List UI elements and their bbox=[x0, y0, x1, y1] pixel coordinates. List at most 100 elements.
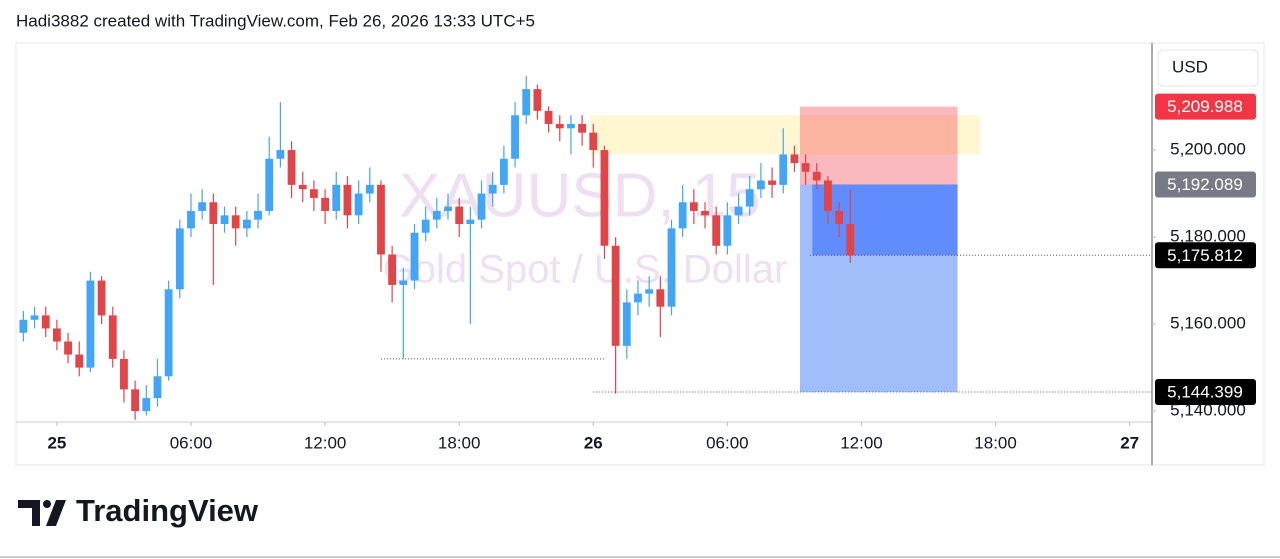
candle-body bbox=[287, 150, 296, 185]
candle-body bbox=[19, 319, 28, 333]
candle-body bbox=[444, 206, 452, 211]
price-badge bbox=[1155, 171, 1256, 198]
candle-body bbox=[30, 315, 39, 320]
candle-body bbox=[153, 376, 162, 399]
candle-body bbox=[522, 89, 531, 116]
price-badge-label: 5,192.089 bbox=[1167, 175, 1243, 194]
zone bbox=[812, 184, 958, 256]
candle-body bbox=[354, 193, 363, 216]
price-badges: 5,209.988 5,192.089 5,175.812 5,144.399 bbox=[1155, 93, 1256, 405]
logo-shape bbox=[46, 500, 66, 526]
x-tick-label: 18:00 bbox=[438, 433, 481, 452]
candle-body bbox=[466, 219, 475, 225]
zone bbox=[589, 115, 980, 155]
candle-body bbox=[242, 219, 251, 229]
zone bbox=[800, 106, 958, 185]
y-tick-label: 5,200.000 bbox=[1170, 140, 1246, 159]
axes: 5,140.000 5,160.000 5,180.000 5,200.000 25 06… bbox=[47, 140, 1245, 453]
price-badge bbox=[1155, 378, 1256, 405]
watermark-subtitle: Gold Spot / U.S. Dollar bbox=[383, 248, 788, 292]
candle-body bbox=[634, 293, 642, 303]
candle-body bbox=[622, 302, 631, 346]
candle-body bbox=[310, 189, 318, 198]
candle-body bbox=[734, 206, 743, 216]
candle-body bbox=[455, 206, 464, 225]
price-badge-label: 5,144.399 bbox=[1167, 382, 1243, 401]
candle-body bbox=[276, 150, 285, 159]
candle-body bbox=[544, 110, 553, 124]
candle-body bbox=[254, 210, 262, 220]
candle-body bbox=[399, 280, 408, 285]
logo-shape bbox=[18, 500, 40, 526]
y-tick-label: 5,180.000 bbox=[1170, 227, 1246, 246]
x-tick-label: 06:00 bbox=[706, 433, 749, 452]
candle-body bbox=[142, 398, 151, 412]
candle-body bbox=[388, 254, 397, 285]
candle-body bbox=[108, 315, 117, 359]
candle-body bbox=[779, 154, 788, 185]
candle-body bbox=[745, 189, 754, 207]
candle-body bbox=[511, 115, 519, 159]
candle-body bbox=[488, 184, 497, 194]
candle-body bbox=[645, 289, 654, 294]
candle-body bbox=[52, 328, 61, 342]
candle-body bbox=[298, 184, 307, 190]
candle-body bbox=[365, 184, 374, 194]
candle-body bbox=[656, 289, 665, 307]
price-badge bbox=[1155, 93, 1256, 120]
candle-body bbox=[555, 123, 564, 129]
candle-body bbox=[499, 158, 508, 185]
candle-body bbox=[689, 202, 698, 211]
candle-body bbox=[187, 210, 195, 229]
candle-body bbox=[321, 197, 329, 211]
candle-body bbox=[812, 171, 821, 181]
candle-body bbox=[432, 210, 441, 220]
currency-box[interactable] bbox=[1157, 49, 1259, 87]
candle-body bbox=[477, 193, 486, 220]
candle-body bbox=[75, 354, 84, 368]
candle-body bbox=[410, 232, 419, 281]
logo-shape bbox=[43, 500, 51, 508]
x-tick-label: 12:00 bbox=[840, 433, 883, 452]
candle-body bbox=[712, 215, 721, 246]
candle-body bbox=[265, 158, 274, 211]
candle-body bbox=[343, 184, 352, 216]
candle-body bbox=[198, 202, 207, 211]
x-tick-label: 27 bbox=[1120, 433, 1139, 452]
candle-body bbox=[41, 315, 50, 329]
candle-body bbox=[667, 228, 676, 307]
price-badge-label: 5,209.988 bbox=[1167, 97, 1243, 116]
candle-body bbox=[421, 219, 430, 233]
candle-body bbox=[600, 150, 609, 246]
candle-body bbox=[209, 202, 218, 225]
candle-body bbox=[131, 389, 140, 412]
candle-body bbox=[835, 210, 844, 225]
candle-body bbox=[824, 180, 832, 211]
candle-body bbox=[64, 341, 72, 355]
y-tick-label: 5,160.000 bbox=[1170, 314, 1246, 333]
x-tick-label: 12:00 bbox=[304, 433, 347, 452]
candle-body bbox=[678, 202, 687, 229]
candle-body bbox=[120, 358, 128, 390]
price-badge-label: 5,175.812 bbox=[1167, 246, 1243, 265]
candle-body bbox=[97, 280, 106, 316]
candle-body bbox=[846, 224, 855, 256]
candle-body bbox=[164, 289, 173, 377]
candle-body bbox=[611, 245, 620, 346]
candle-body bbox=[589, 132, 598, 151]
plot-area bbox=[19, 76, 1152, 420]
candle-body bbox=[220, 215, 229, 225]
watermark-title: XAUUSD, 15 bbox=[399, 161, 761, 230]
candle-body bbox=[578, 123, 587, 133]
brand-logo bbox=[18, 500, 66, 526]
candle-body bbox=[801, 163, 810, 172]
candle-body bbox=[567, 123, 575, 129]
x-tick-label: 18:00 bbox=[974, 433, 1017, 452]
candle-body bbox=[768, 180, 776, 185]
candle-body bbox=[533, 89, 542, 111]
candle-body bbox=[175, 228, 184, 290]
chart-frame bbox=[15, 42, 1265, 466]
candle-body bbox=[756, 180, 765, 190]
